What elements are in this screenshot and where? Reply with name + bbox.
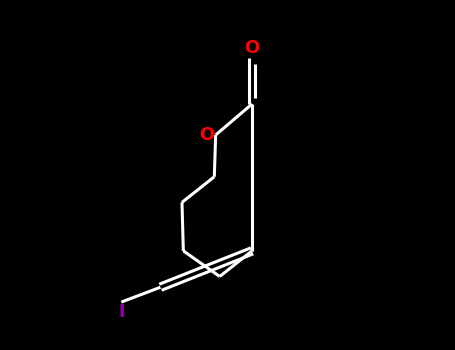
Text: O: O bbox=[244, 39, 260, 57]
Text: O: O bbox=[199, 126, 214, 144]
Text: I: I bbox=[118, 303, 125, 321]
